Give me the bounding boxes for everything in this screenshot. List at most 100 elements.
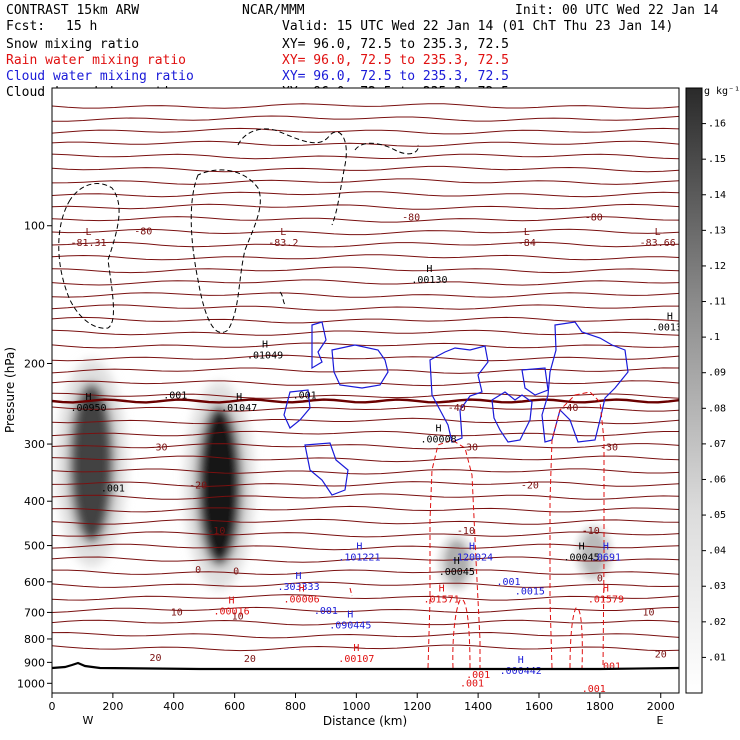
snow-shading xyxy=(56,358,613,592)
extremum-value: -81.31 xyxy=(70,238,106,249)
y-tick-label: 600 xyxy=(24,576,45,589)
extremum-marker: H xyxy=(579,541,585,552)
temperature-isotherm xyxy=(52,266,679,274)
contour-label: .0015 xyxy=(515,586,545,597)
cloud-water-contour xyxy=(429,345,489,443)
field-section-xy: XY= 96.0, 72.5 to 235.3, 72.5 xyxy=(282,53,509,68)
temperature-isotherm xyxy=(52,367,679,374)
cloud-water-contour xyxy=(311,321,327,370)
x-tick-label: 200 xyxy=(102,700,123,713)
y-tick-label: 200 xyxy=(24,357,45,370)
extremum-value: .01049 xyxy=(247,350,283,361)
colorbar-tick-label: .07 xyxy=(708,439,726,450)
extremum-marker: H xyxy=(86,392,92,403)
temperature-isotherm xyxy=(52,191,679,198)
field-name: Cloud water mixing ratio xyxy=(6,69,194,84)
x-tick-label: 1000 xyxy=(342,700,370,713)
extremum-marker: L xyxy=(86,227,92,238)
extremum-value: .01579 xyxy=(588,595,624,606)
temperature-isotherm xyxy=(52,443,679,450)
extremum-marker: H xyxy=(603,584,609,595)
colorbar-tick-label: .13 xyxy=(708,225,726,236)
y-tick-label: 500 xyxy=(24,540,45,553)
temperature-label: -20 xyxy=(521,481,539,492)
colorbar-tick-label: .16 xyxy=(708,119,726,130)
temperature-label: 10 xyxy=(232,612,244,623)
extremum-marker: H xyxy=(426,264,432,275)
x-tick-label: 600 xyxy=(224,700,245,713)
extremum-marker: H xyxy=(229,596,235,607)
temperature-label: -80 xyxy=(585,213,603,224)
cloud-water-contour xyxy=(331,344,389,389)
plot-area: -80 -80 -80 -40 -40 -30 -30 -30 -20 -20 -10 -10 -10 0… xyxy=(51,87,688,695)
temperature-isotherm xyxy=(52,392,679,399)
extremum-value: .0691 xyxy=(591,552,621,563)
extremum-value: .00130 xyxy=(411,275,447,286)
valid-time: Valid: 15 UTC Wed 22 Jan 14 (01 ChT Thu … xyxy=(282,19,673,34)
temperature-isotherm xyxy=(52,304,679,311)
axes: 0 200 400 600 800 1000 1200 1400 1600 1800 2000100… xyxy=(17,220,675,713)
temperature-isotherm xyxy=(52,606,679,613)
temperature-isotherm xyxy=(52,619,679,626)
temperature-isotherm xyxy=(52,417,679,425)
colorbar-tick-label: .11 xyxy=(708,297,726,308)
x-tick-label: 800 xyxy=(285,700,306,713)
contour-label: .001 xyxy=(582,684,606,695)
x-tick-label: 1400 xyxy=(464,700,492,713)
zero-degree-isotherm xyxy=(52,398,679,404)
colorbar-tick-label: .09 xyxy=(708,368,726,379)
temperature-isotherm xyxy=(52,241,679,248)
colorbar-tick-label: .12 xyxy=(708,261,726,272)
contour-label: .001 xyxy=(101,483,125,494)
y-tick-label: 300 xyxy=(24,438,45,451)
temperature-label: -10 xyxy=(457,526,475,537)
temperature-isotherm xyxy=(52,481,679,487)
rain-contour xyxy=(569,607,583,669)
temperature-isotherm xyxy=(52,380,679,387)
y-tick-label: 700 xyxy=(24,606,45,619)
temperature-isotherm xyxy=(52,178,679,185)
extremum-value: -84 xyxy=(518,238,536,249)
temperature-isotherm xyxy=(52,203,679,210)
colorbar-tick-label: .08 xyxy=(708,403,726,414)
field-name: Rain water mixing ratio xyxy=(6,53,186,68)
forecast-hours: 15 h xyxy=(66,19,97,34)
y-tick-label: 1000 xyxy=(17,677,45,690)
extremum-value: .00045 xyxy=(564,552,600,563)
plot-frame xyxy=(51,87,680,694)
model-title: CONTRAST 15km ARW xyxy=(6,3,139,18)
extremum-value: .00135 xyxy=(652,322,688,333)
temperature-isotherm xyxy=(52,556,679,563)
contour-label: .001 xyxy=(163,391,187,402)
extremum-value: .00006 xyxy=(284,595,320,606)
extremum-marker: H xyxy=(236,392,242,403)
extremum-value: .101221 xyxy=(338,552,380,563)
temperature-label: 20 xyxy=(149,653,161,664)
temperature-isotherm xyxy=(52,430,679,437)
extremum-marker: L xyxy=(524,227,530,238)
temperature-label: -30 xyxy=(600,442,618,453)
snow-shade-core xyxy=(581,531,606,576)
temperature-label: -10 xyxy=(207,526,225,537)
east-endpoint-label: E xyxy=(657,714,664,727)
extremum-value: .00107 xyxy=(338,654,374,665)
extremum-marker: H xyxy=(347,609,353,620)
cloud-water-contour xyxy=(521,367,549,396)
extremum-marker: H xyxy=(436,423,442,434)
colorbar-tick-label: .02 xyxy=(708,617,726,628)
terrain-line xyxy=(51,661,680,671)
plot-background xyxy=(52,88,679,693)
temperature-isotherm xyxy=(52,543,679,551)
temperature-label: 10 xyxy=(643,607,655,618)
contour-annotations: -80 -80 -80 -40 -40 -30 -30 -30 -20 -20 -10 -10 -10 0… xyxy=(70,213,688,695)
extremum-marker: L xyxy=(655,227,661,238)
snow-shade-core xyxy=(69,382,114,543)
cloud-water-contour xyxy=(283,389,311,429)
ice-contour xyxy=(237,128,347,226)
temperature-label: 10 xyxy=(171,607,183,618)
temperature-label: -80 xyxy=(402,213,420,224)
temperature-isotherm xyxy=(52,644,679,652)
ice-contour xyxy=(58,183,120,329)
extremum-value: .00016 xyxy=(214,607,250,618)
